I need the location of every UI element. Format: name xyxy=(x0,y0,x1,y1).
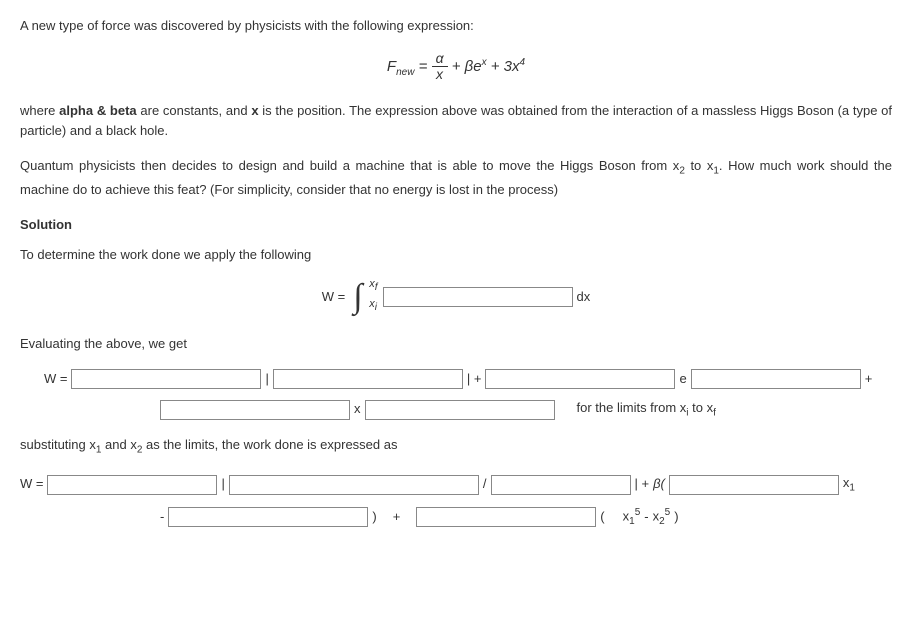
final-blank-d[interactable] xyxy=(669,475,839,495)
final-row-1: W = | / | + β( x1 xyxy=(20,473,892,497)
eval-row-1: W = | | + e + xyxy=(20,369,892,390)
eval-blank-1c[interactable] xyxy=(485,369,675,389)
close-paren-2: ) xyxy=(674,507,678,528)
limits-text: for the limits from xi to xf xyxy=(577,398,716,422)
integral-label: W = xyxy=(322,287,345,308)
beta-open: β( xyxy=(653,474,665,495)
slash-text: / xyxy=(483,474,487,495)
x1-5-text: x15 xyxy=(623,505,641,530)
apply-line: To determine the work done we apply the … xyxy=(20,245,892,266)
question-para: Quantum physicists then decides to desig… xyxy=(20,156,892,200)
open-paren-2: ( xyxy=(600,507,604,528)
final-blank-f[interactable] xyxy=(416,507,596,527)
close-paren-1: ) xyxy=(372,507,376,528)
evaluating-line: Evaluating the above, we get xyxy=(20,334,892,355)
bar-plus-2: | + xyxy=(635,474,650,495)
eval-row-1b: x for the limits from xi to xf xyxy=(20,398,892,422)
final-row-2: - ) + ( x15 - x25 ) xyxy=(20,505,892,530)
integral-symbol: ∫ xf xi xyxy=(353,280,362,314)
integrand-input[interactable] xyxy=(383,287,573,307)
eval-blank-1f[interactable] xyxy=(365,400,555,420)
eval-blank-1e[interactable] xyxy=(160,400,350,420)
eval-blank-1d[interactable] xyxy=(691,369,861,389)
plus-text-1: + xyxy=(865,369,873,390)
bar-1: | xyxy=(265,369,268,390)
final-blank-a[interactable] xyxy=(47,475,217,495)
final-blank-c[interactable] xyxy=(491,475,631,495)
x1-text: x1 xyxy=(843,473,855,497)
substituting-line: substituting x1 and x2 as the limits, th… xyxy=(20,435,892,459)
minus-text-2: - xyxy=(644,507,648,528)
w-equals-1: W = xyxy=(44,369,67,390)
eval-blank-1a[interactable] xyxy=(71,369,261,389)
bar-plus-1: | + xyxy=(467,369,482,390)
e-text: e xyxy=(679,369,686,390)
final-blank-b[interactable] xyxy=(229,475,479,495)
w-equals-2: W = xyxy=(20,474,43,495)
dx-text: dx xyxy=(577,287,591,308)
x2-5-text: x25 xyxy=(653,505,671,530)
force-equation: Fnew = α x + βex + 3x4 xyxy=(20,51,892,83)
eval-blank-1b[interactable] xyxy=(273,369,463,389)
description-para: where alpha & beta are constants, and x … xyxy=(20,101,892,143)
integral-row: W = ∫ xf xi dx xyxy=(20,280,892,314)
bar-2: | xyxy=(221,474,224,495)
intro-text: A new type of force was discovered by ph… xyxy=(20,16,892,37)
minus-text: - xyxy=(160,507,164,528)
x-text-1: x xyxy=(354,399,361,420)
plus-text-2: + xyxy=(393,507,401,528)
solution-heading: Solution xyxy=(20,215,892,236)
final-blank-e[interactable] xyxy=(168,507,368,527)
